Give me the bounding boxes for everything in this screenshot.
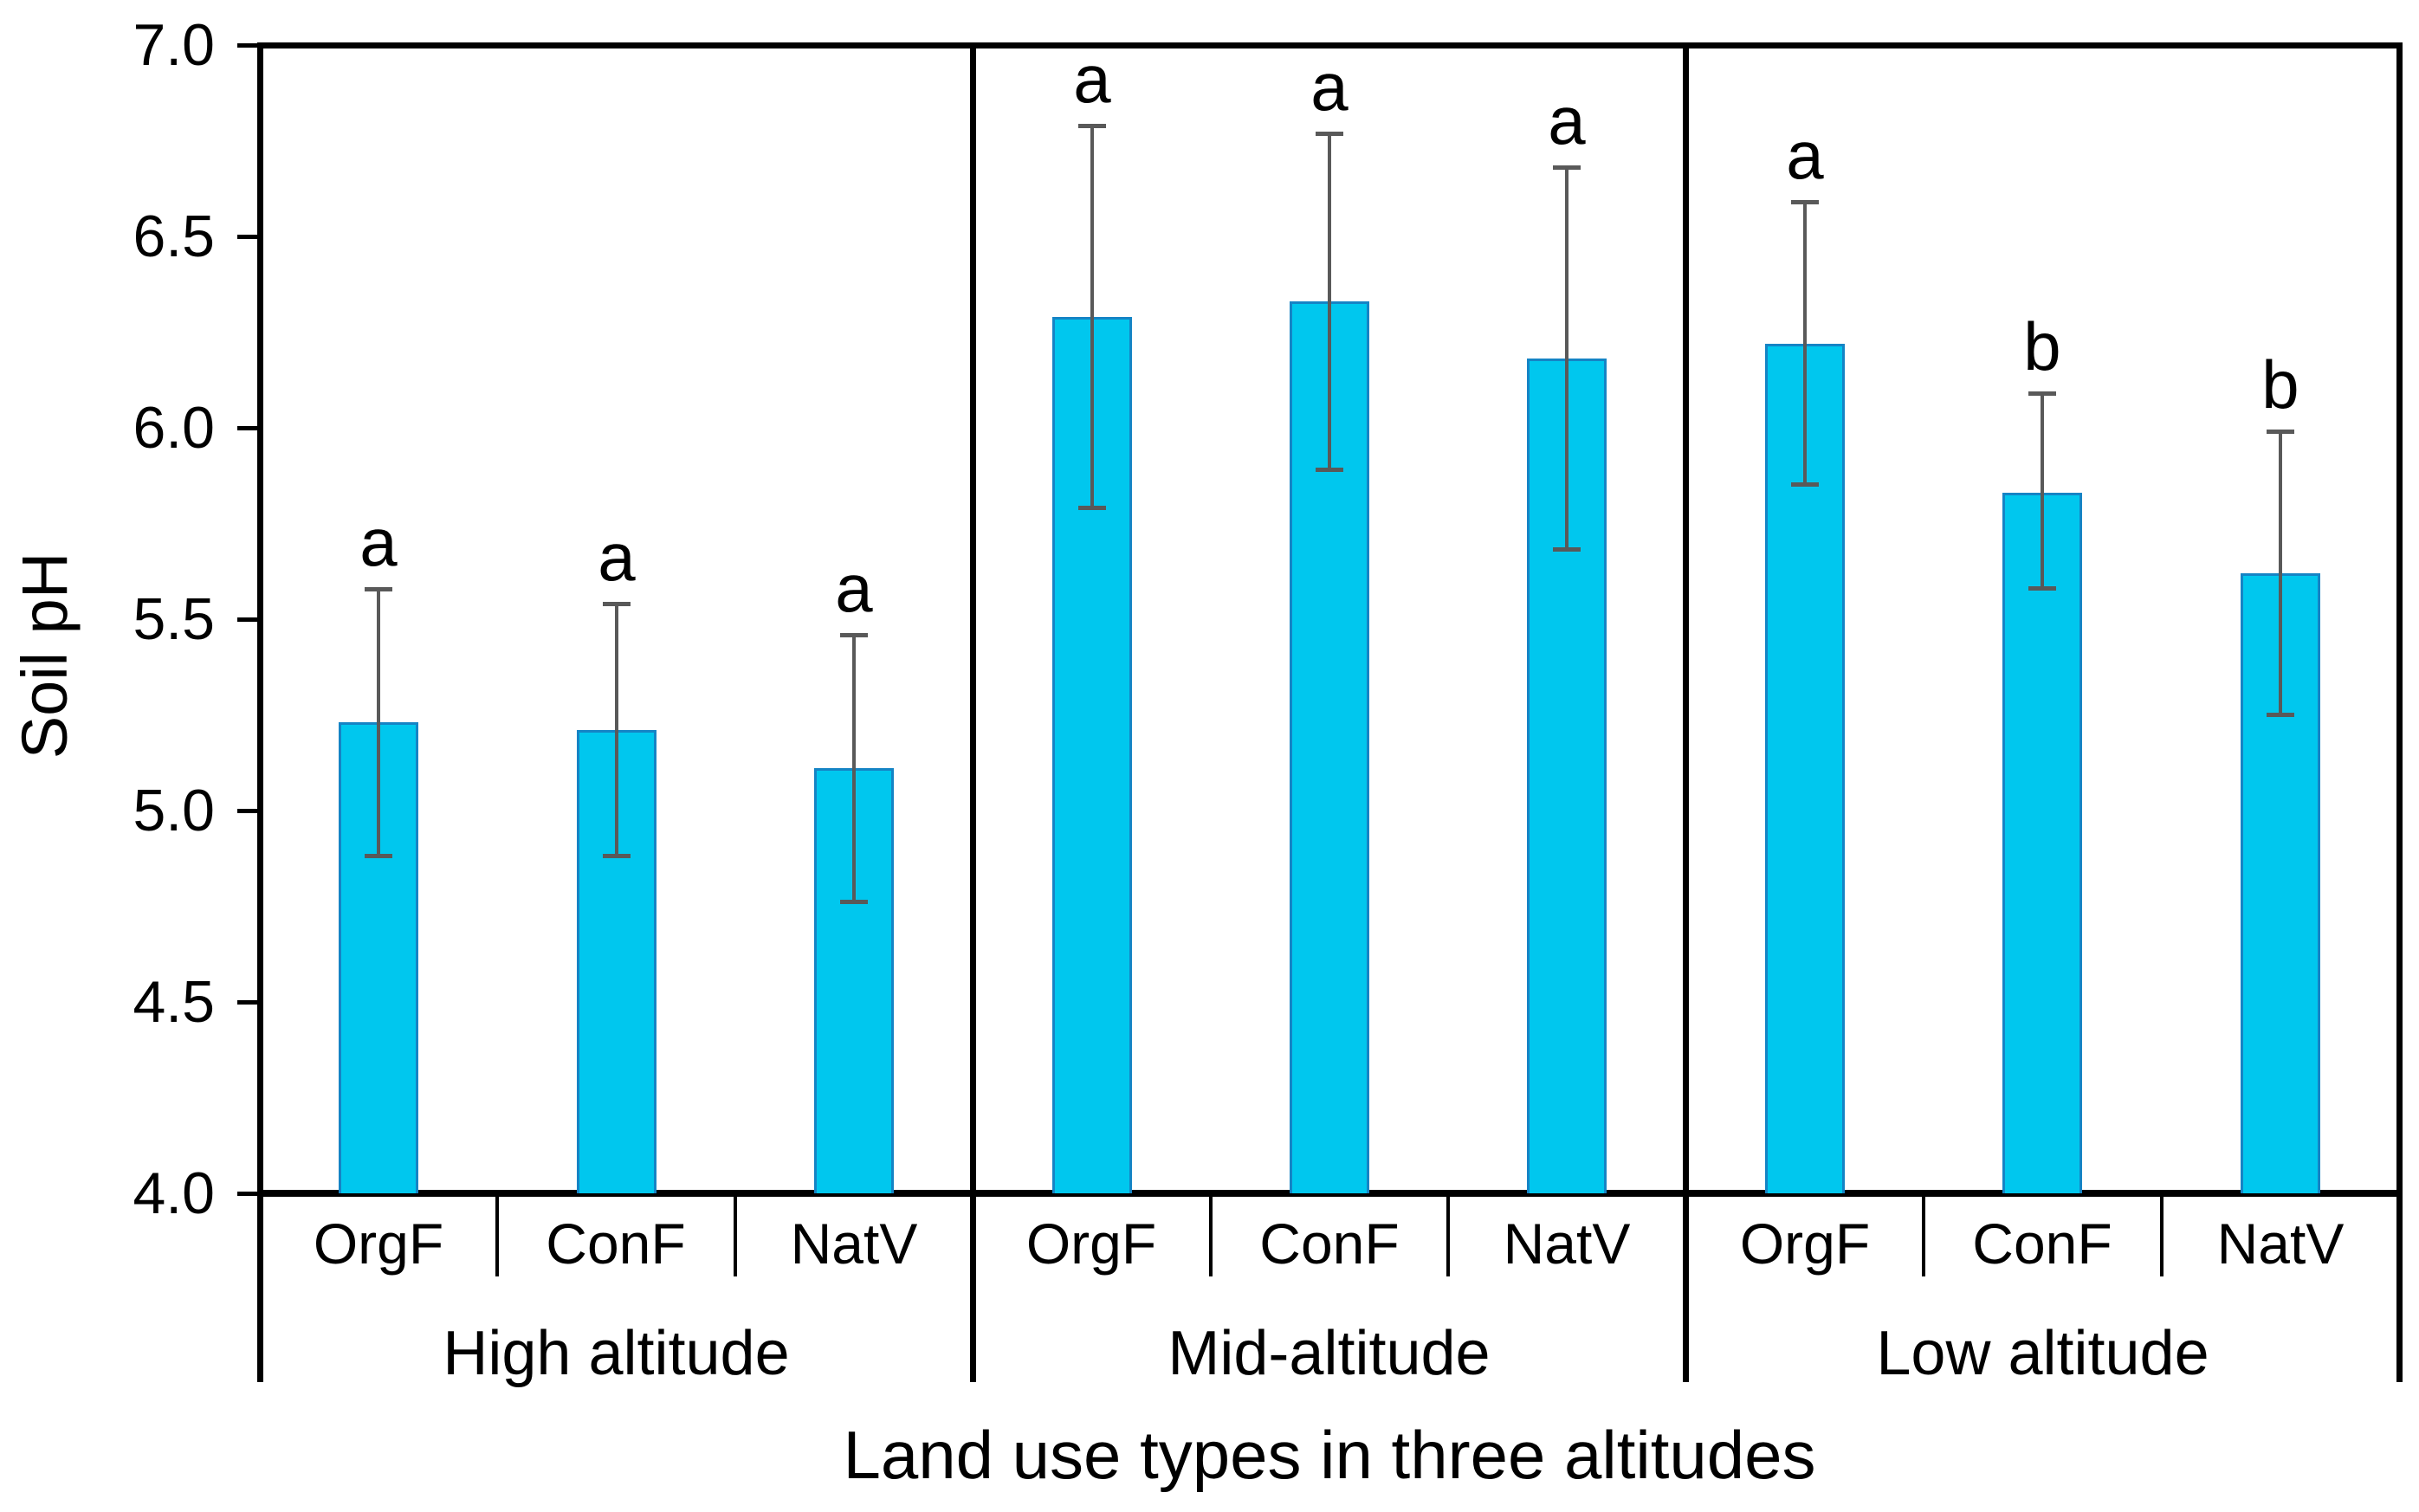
error-bar-line xyxy=(852,635,856,902)
error-bar-cap-bottom xyxy=(603,854,631,858)
y-axis-tick-label: 6.0 xyxy=(133,395,215,461)
error-bar-cap-top xyxy=(365,587,392,591)
y-axis-tick xyxy=(237,43,260,48)
error-bar-line xyxy=(1803,202,1807,485)
category-divider xyxy=(1922,1197,1925,1276)
error-bar-cap-bottom xyxy=(365,854,392,858)
category-divider xyxy=(1446,1197,1450,1276)
y-axis-tick-label: 5.5 xyxy=(133,586,215,652)
group-label: Mid-altitude xyxy=(1167,1319,1491,1388)
error-bar-cap-bottom xyxy=(1791,482,1819,487)
error-bar-cap-bottom xyxy=(2267,713,2294,717)
plot-right-border xyxy=(2396,42,2403,1197)
y-axis-tick xyxy=(237,235,260,239)
category-label: OrgF xyxy=(1025,1212,1157,1276)
error-bar-cap-top xyxy=(2028,391,2056,396)
category-label: OrgF xyxy=(313,1212,444,1276)
significance-letter: a xyxy=(359,504,398,580)
category-label: NatV xyxy=(1503,1212,1631,1276)
x-axis-line xyxy=(257,1190,2403,1197)
y-axis-tick xyxy=(237,617,260,622)
y-axis-title: Soil pH xyxy=(9,552,81,759)
y-axis-tick xyxy=(237,426,260,430)
y-axis-tick xyxy=(237,1000,260,1005)
error-bar-cap-top xyxy=(1791,200,1819,204)
error-bar-cap-top xyxy=(1553,165,1581,170)
significance-letter: b xyxy=(2261,346,2299,423)
error-bar-cap-bottom xyxy=(1316,468,1343,472)
significance-letter: b xyxy=(2023,308,2061,384)
y-axis-tick-label: 5.0 xyxy=(133,778,215,843)
plot-top-border xyxy=(257,42,2403,48)
error-bar-cap-bottom xyxy=(840,900,868,904)
error-bar-cap-top xyxy=(840,633,868,637)
error-bar-cap-top xyxy=(1078,124,1106,128)
y-axis-line xyxy=(257,42,263,1197)
x-axis-title: Land use types in three altitudes xyxy=(843,1417,1816,1493)
category-divider xyxy=(2160,1197,2164,1276)
group-box-divider xyxy=(970,1193,976,1382)
error-bar-line xyxy=(2279,431,2282,714)
y-axis-tick-label: 4.5 xyxy=(133,969,215,1035)
group-label: Low altitude xyxy=(1876,1319,2209,1388)
bar xyxy=(2002,493,2082,1193)
category-label: OrgF xyxy=(1739,1212,1871,1276)
category-label: ConF xyxy=(546,1212,686,1276)
error-bar-line xyxy=(615,604,618,856)
y-axis-tick xyxy=(237,809,260,813)
error-bar-cap-bottom xyxy=(1553,547,1581,552)
group-box-divider xyxy=(257,1193,263,1382)
error-bar-line xyxy=(1090,126,1094,508)
significance-letter: a xyxy=(1548,82,1586,158)
significance-letter: a xyxy=(1073,41,1111,117)
error-bar-cap-bottom xyxy=(2028,586,2056,591)
significance-letter: a xyxy=(1786,117,1824,193)
category-label: ConF xyxy=(1972,1212,2112,1276)
significance-letter: a xyxy=(1310,48,1349,125)
error-bar-line xyxy=(377,589,380,856)
group-label: High altitude xyxy=(443,1319,790,1388)
y-axis-tick xyxy=(237,1192,260,1196)
category-label: ConF xyxy=(1259,1212,1400,1276)
panel-divider xyxy=(1683,45,1689,1193)
category-divider xyxy=(495,1197,499,1276)
y-axis-tick-label: 7.0 xyxy=(133,12,215,78)
significance-letter: a xyxy=(835,550,873,626)
category-label: NatV xyxy=(790,1212,918,1276)
category-divider xyxy=(734,1197,737,1276)
significance-letter: a xyxy=(598,519,636,595)
error-bar-cap-top xyxy=(2267,430,2294,434)
category-label: NatV xyxy=(2216,1212,2345,1276)
group-box-divider xyxy=(2396,1193,2403,1382)
error-bar-cap-bottom xyxy=(1078,506,1106,510)
error-bar-cap-top xyxy=(603,602,631,606)
panel-divider xyxy=(970,45,976,1193)
error-bar-line xyxy=(2041,393,2044,588)
error-bar-line xyxy=(1565,167,1568,550)
error-bar-cap-top xyxy=(1316,132,1343,136)
y-axis-tick-label: 4.0 xyxy=(133,1160,215,1226)
category-divider xyxy=(1209,1197,1213,1276)
y-axis-tick-label: 6.5 xyxy=(133,204,215,269)
error-bar-line xyxy=(1328,133,1331,470)
group-box-divider xyxy=(1683,1193,1689,1382)
